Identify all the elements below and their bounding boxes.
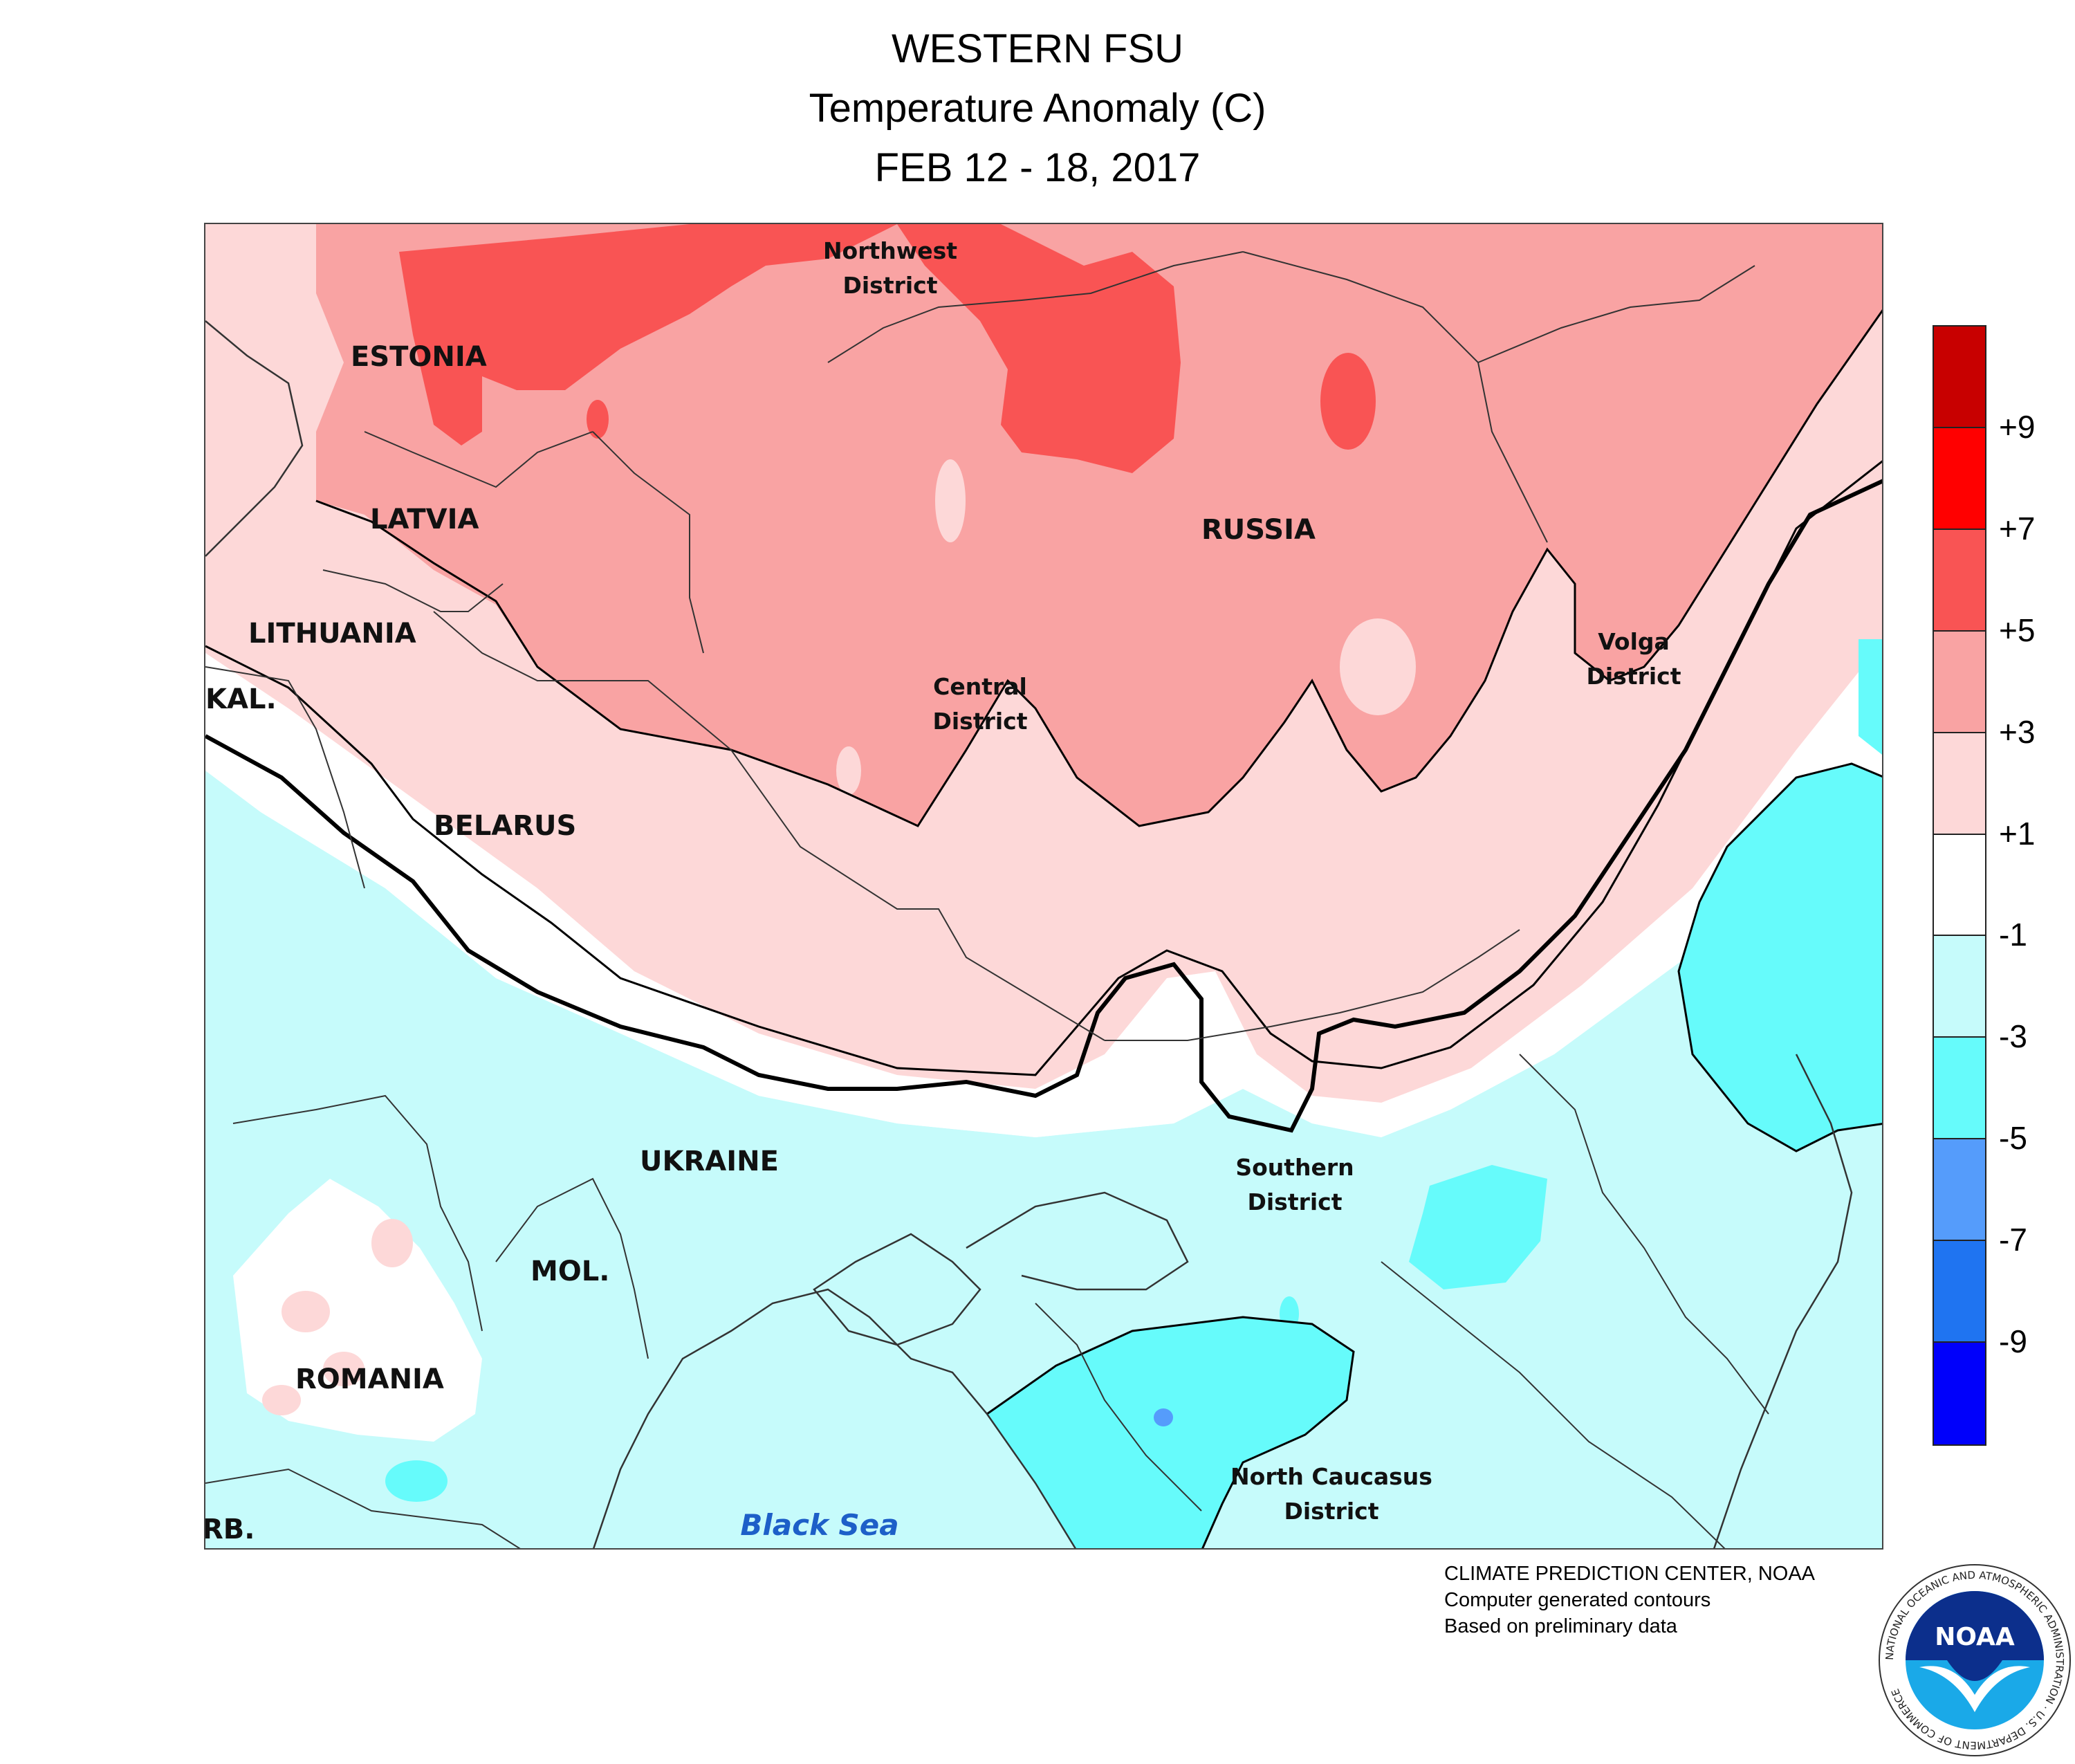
label-black-sea: Black Sea — [740, 1508, 898, 1542]
label-serbia: RB. — [205, 1514, 255, 1545]
legend-tick-label: -9 — [1999, 1323, 2027, 1360]
label-central-district-2: District — [932, 708, 1027, 735]
anomaly-hole-plus1-north — [935, 459, 966, 542]
legend-tick-label: -1 — [1999, 917, 2027, 953]
legend-swatch — [1934, 1139, 1985, 1242]
legend-tick-label: -5 — [1999, 1120, 2027, 1157]
credit-method: Computer generated contours — [1444, 1589, 1711, 1611]
anomaly-spot-plus1-romania-3 — [323, 1352, 365, 1386]
anomaly-region-minus3-to-minus5-south — [987, 1317, 1354, 1548]
label-estonia: ESTONIA — [351, 341, 487, 373]
label-romania: ROMANIA — [295, 1363, 444, 1395]
legend-tick-label: +9 — [1999, 408, 2036, 445]
contour-zero-line — [205, 479, 1882, 1133]
anomaly-hole-plus1-small — [836, 746, 861, 795]
anomaly-spot-plus1-romania-4 — [262, 1385, 301, 1415]
legend-swatch — [1934, 1038, 1985, 1140]
black-sea-coastline — [593, 1288, 1077, 1548]
anomaly-region-romania-mixed — [233, 1179, 482, 1442]
anomaly-region-plus3-to-plus5 — [316, 224, 1882, 826]
anomaly-region-minus1-to-minus3 — [205, 771, 1882, 1548]
anomaly-region-minus1-to-plus1 — [205, 643, 1882, 1137]
legend-swatch — [1934, 529, 1985, 632]
label-kal: KAL. — [205, 683, 277, 715]
legend-swatch — [1934, 936, 1985, 1038]
label-volga-district-1: Volga — [1598, 628, 1670, 655]
legend-tick-label: -7 — [1999, 1222, 2027, 1258]
anomaly-map: ESTONIA LATVIA LITHUANIA KAL. BELARUS RU… — [204, 223, 1883, 1550]
contour-minus3-south-line — [986, 1316, 1355, 1548]
noaa-logo-upper — [1906, 1591, 2044, 1681]
anomaly-region-minus3-to-minus5-east-edge — [1859, 639, 1882, 755]
label-russia: RUSSIA — [1201, 514, 1316, 546]
legend-tick-label: +1 — [1999, 815, 2036, 852]
label-southern-district-1: Southern — [1235, 1154, 1354, 1181]
country-borders — [205, 251, 1769, 1548]
label-northwest-district-2: District — [842, 272, 937, 299]
legend-swatch — [1934, 1343, 1985, 1444]
noaa-logo-text: NOAA — [1935, 1623, 2015, 1651]
crimea-coastline — [813, 1233, 981, 1346]
legend-swatch — [1934, 631, 1985, 733]
label-moldova: MOL. — [531, 1256, 610, 1287]
anomaly-spot-minus5-caucasus — [1154, 1408, 1173, 1426]
anomaly-spot-plus5-east — [1320, 353, 1376, 450]
azov-coastline — [966, 1191, 1189, 1291]
baltic-coastline — [205, 320, 304, 557]
label-northwest-district-1: Northwest — [823, 237, 957, 264]
anomaly-region-plus5-to-plus7-north — [399, 224, 897, 445]
legend-swatch — [1934, 834, 1985, 937]
noaa-logo: NATIONAL OCEANIC AND ATMOSPHERIC ADMINIS… — [1878, 1563, 2072, 1757]
label-belarus: BELARUS — [434, 810, 576, 842]
noaa-logo-bird — [1919, 1666, 2030, 1712]
legend-swatch — [1934, 733, 1985, 835]
legend-tick-label: +5 — [1999, 612, 2036, 648]
label-volga-district-2: District — [1586, 663, 1681, 690]
map-date-range: FEB 12 - 18, 2017 — [874, 145, 1201, 190]
anomaly-spot-minus3-small — [1280, 1296, 1299, 1331]
map-subtitle: Temperature Anomaly (C) — [809, 86, 1266, 131]
label-ukraine: UKRAINE — [640, 1146, 779, 1177]
label-north-caucasus-district-1: North Caucasus — [1230, 1463, 1432, 1490]
legend-swatch — [1934, 327, 1985, 428]
label-central-district-1: Central — [933, 673, 1027, 700]
map-title: WESTERN FSU — [891, 26, 1184, 71]
anomaly-spot-minus3-west — [385, 1460, 448, 1502]
label-north-caucasus-district-2: District — [1284, 1498, 1378, 1525]
color-legend — [1933, 325, 1986, 1446]
anomaly-region-minus3-to-minus5-caucasus — [1409, 1165, 1547, 1289]
legend-tick-label: +7 — [1999, 510, 2036, 546]
legend-tick-label: +3 — [1999, 713, 2036, 750]
legend-tick-label: -3 — [1999, 1018, 2027, 1055]
credit-source: CLIMATE PREDICTION CENTER, NOAA — [1444, 1563, 1816, 1585]
contour-minus3-line — [1677, 762, 1882, 1152]
contour-plus1-line — [205, 460, 1882, 1076]
legend-swatch — [1934, 1241, 1985, 1343]
legend-swatch — [1934, 428, 1985, 530]
credit-data-note: Based on preliminary data — [1444, 1615, 1677, 1637]
anomaly-spot-plus1-romania-2 — [282, 1291, 330, 1332]
label-lithuania: LITHUANIA — [248, 618, 416, 650]
anomaly-spot-plus5-small — [587, 400, 609, 439]
contour-plus3-line — [315, 309, 1882, 827]
label-latvia: LATVIA — [370, 504, 479, 535]
anomaly-hole-plus1-central — [1340, 618, 1416, 715]
label-southern-district-2: District — [1247, 1188, 1342, 1215]
anomaly-region-minus3-to-minus5-east — [1679, 764, 1882, 1151]
caspian-coastline — [1713, 1054, 1853, 1548]
anomaly-spot-plus1-romania-1 — [371, 1219, 413, 1267]
